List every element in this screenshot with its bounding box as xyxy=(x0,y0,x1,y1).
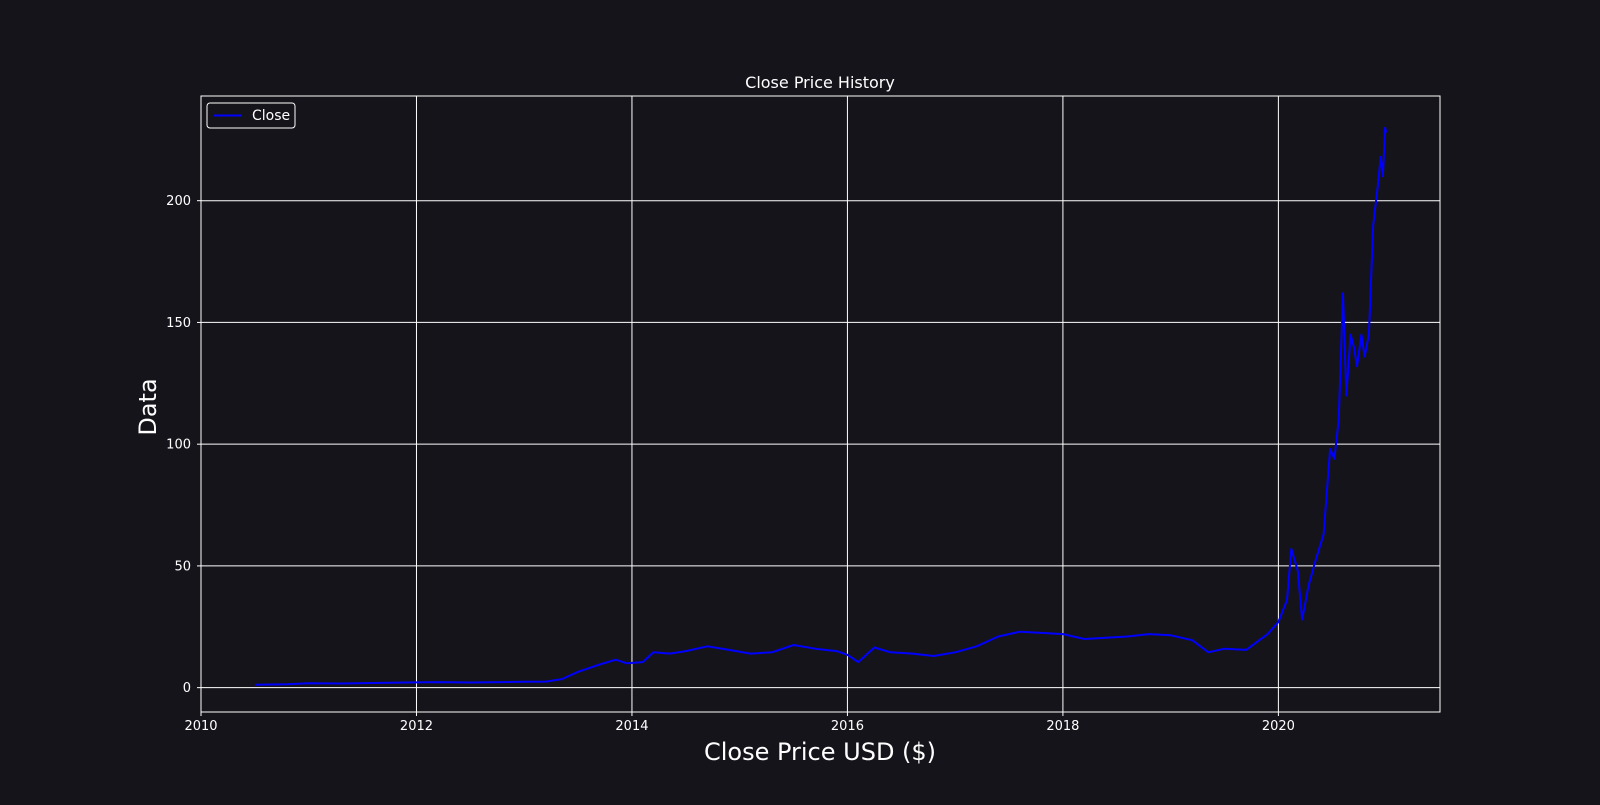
legend-label-close: Close xyxy=(252,108,290,124)
x-tick-label: 2020 xyxy=(1262,719,1295,734)
x-tick-label: 2010 xyxy=(184,719,217,734)
x-tick-label: 2014 xyxy=(615,719,648,734)
x-tick-label: 2012 xyxy=(400,719,433,734)
legend-box xyxy=(206,102,296,129)
x-axis-ticks: 2010 2012 2014 2016 2018 2020 xyxy=(184,712,1295,734)
plot-series xyxy=(254,126,1388,686)
x-tick-label: 2016 xyxy=(831,719,864,734)
y-tick-label: 100 xyxy=(166,438,191,453)
grid-lines xyxy=(200,96,1440,712)
y-tick-label: 50 xyxy=(174,559,191,574)
legend: Close xyxy=(206,102,296,129)
y-axis-label: Data xyxy=(134,378,162,435)
y-tick-label: 150 xyxy=(166,316,191,331)
x-axis-label: Close Price USD ($) xyxy=(704,738,936,766)
series-line-close xyxy=(254,126,1388,686)
y-tick-label: 0 xyxy=(183,681,191,696)
y-axis-ticks: 0 50 100 150 200 xyxy=(166,194,201,696)
chart-title: Close Price History xyxy=(745,73,895,92)
plot-frame xyxy=(200,95,1441,713)
x-tick-label: 2018 xyxy=(1046,719,1079,734)
y-tick-label: 200 xyxy=(166,194,191,209)
